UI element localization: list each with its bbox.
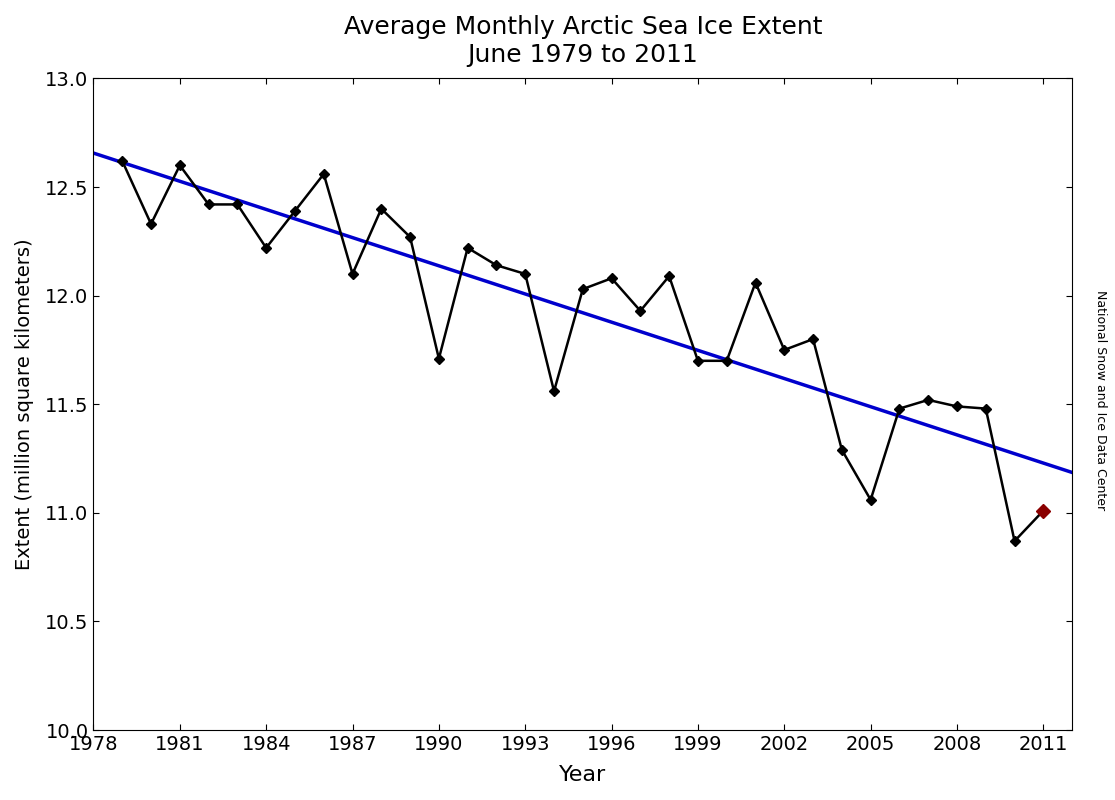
X-axis label: Year: Year: [560, 765, 607, 785]
Title: Average Monthly Arctic Sea Ice Extent
June 1979 to 2011: Average Monthly Arctic Sea Ice Extent Ju…: [343, 15, 822, 66]
Text: National Snow and Ice Data Center: National Snow and Ice Data Center: [1094, 290, 1107, 510]
Y-axis label: Extent (million square kilometers): Extent (million square kilometers): [14, 238, 33, 570]
